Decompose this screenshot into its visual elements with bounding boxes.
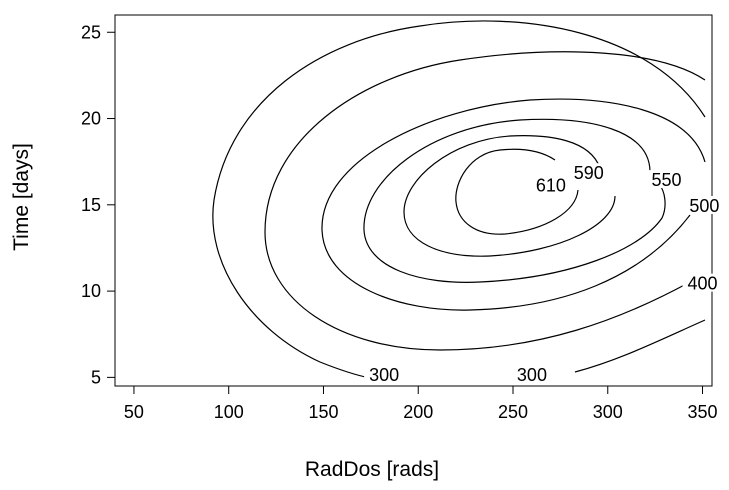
contour-label-bg xyxy=(646,170,687,189)
contour-line-500 xyxy=(321,98,706,311)
contour-line-400 xyxy=(264,51,706,351)
contour-label-bg xyxy=(511,365,552,384)
contour-line-300-outer xyxy=(212,20,706,379)
contour-line-610 xyxy=(455,148,579,235)
contour-label-bg xyxy=(682,273,723,292)
y-axis-ticks: 5 10 15 20 25 xyxy=(81,22,115,387)
contour-labels: 610 590 550 500 400 300 300 xyxy=(364,163,725,385)
contour-label-bg xyxy=(364,365,405,384)
contour-label-550: 550 xyxy=(651,170,681,190)
x-tick-label: 50 xyxy=(124,402,144,422)
y-tick-label: 20 xyxy=(81,109,101,129)
x-axis-ticks: 50 100 150 200 250 300 350 xyxy=(124,386,718,422)
contour-line-590 xyxy=(403,135,616,257)
plot-area xyxy=(212,20,706,379)
contour-label-590: 590 xyxy=(574,163,604,183)
y-tick-label: 15 xyxy=(81,195,101,215)
contour-label-400: 400 xyxy=(688,274,718,294)
x-axis-label: RadDos [rads] xyxy=(305,458,439,481)
y-axis-label: Time [days] xyxy=(10,143,33,251)
contour-label-500: 500 xyxy=(689,196,719,216)
x-tick-label: 200 xyxy=(403,402,433,422)
contour-label-bg xyxy=(530,175,571,194)
contour-label-300: 300 xyxy=(369,365,399,385)
y-tick-label: 5 xyxy=(91,367,101,387)
contour-line-550 xyxy=(363,118,666,283)
y-tick-label: 10 xyxy=(81,281,101,301)
contour-line-300-lower xyxy=(574,319,706,373)
contour-label-bg xyxy=(684,195,725,214)
contour-label-610: 610 xyxy=(536,175,566,195)
x-tick-label: 350 xyxy=(688,402,718,422)
x-tick-label: 100 xyxy=(214,402,244,422)
x-tick-label: 300 xyxy=(593,402,623,422)
x-tick-label: 250 xyxy=(498,402,528,422)
x-tick-label: 150 xyxy=(308,402,338,422)
contour-label-300: 300 xyxy=(517,365,547,385)
y-tick-label: 25 xyxy=(81,22,101,42)
contour-label-bg xyxy=(568,163,609,182)
